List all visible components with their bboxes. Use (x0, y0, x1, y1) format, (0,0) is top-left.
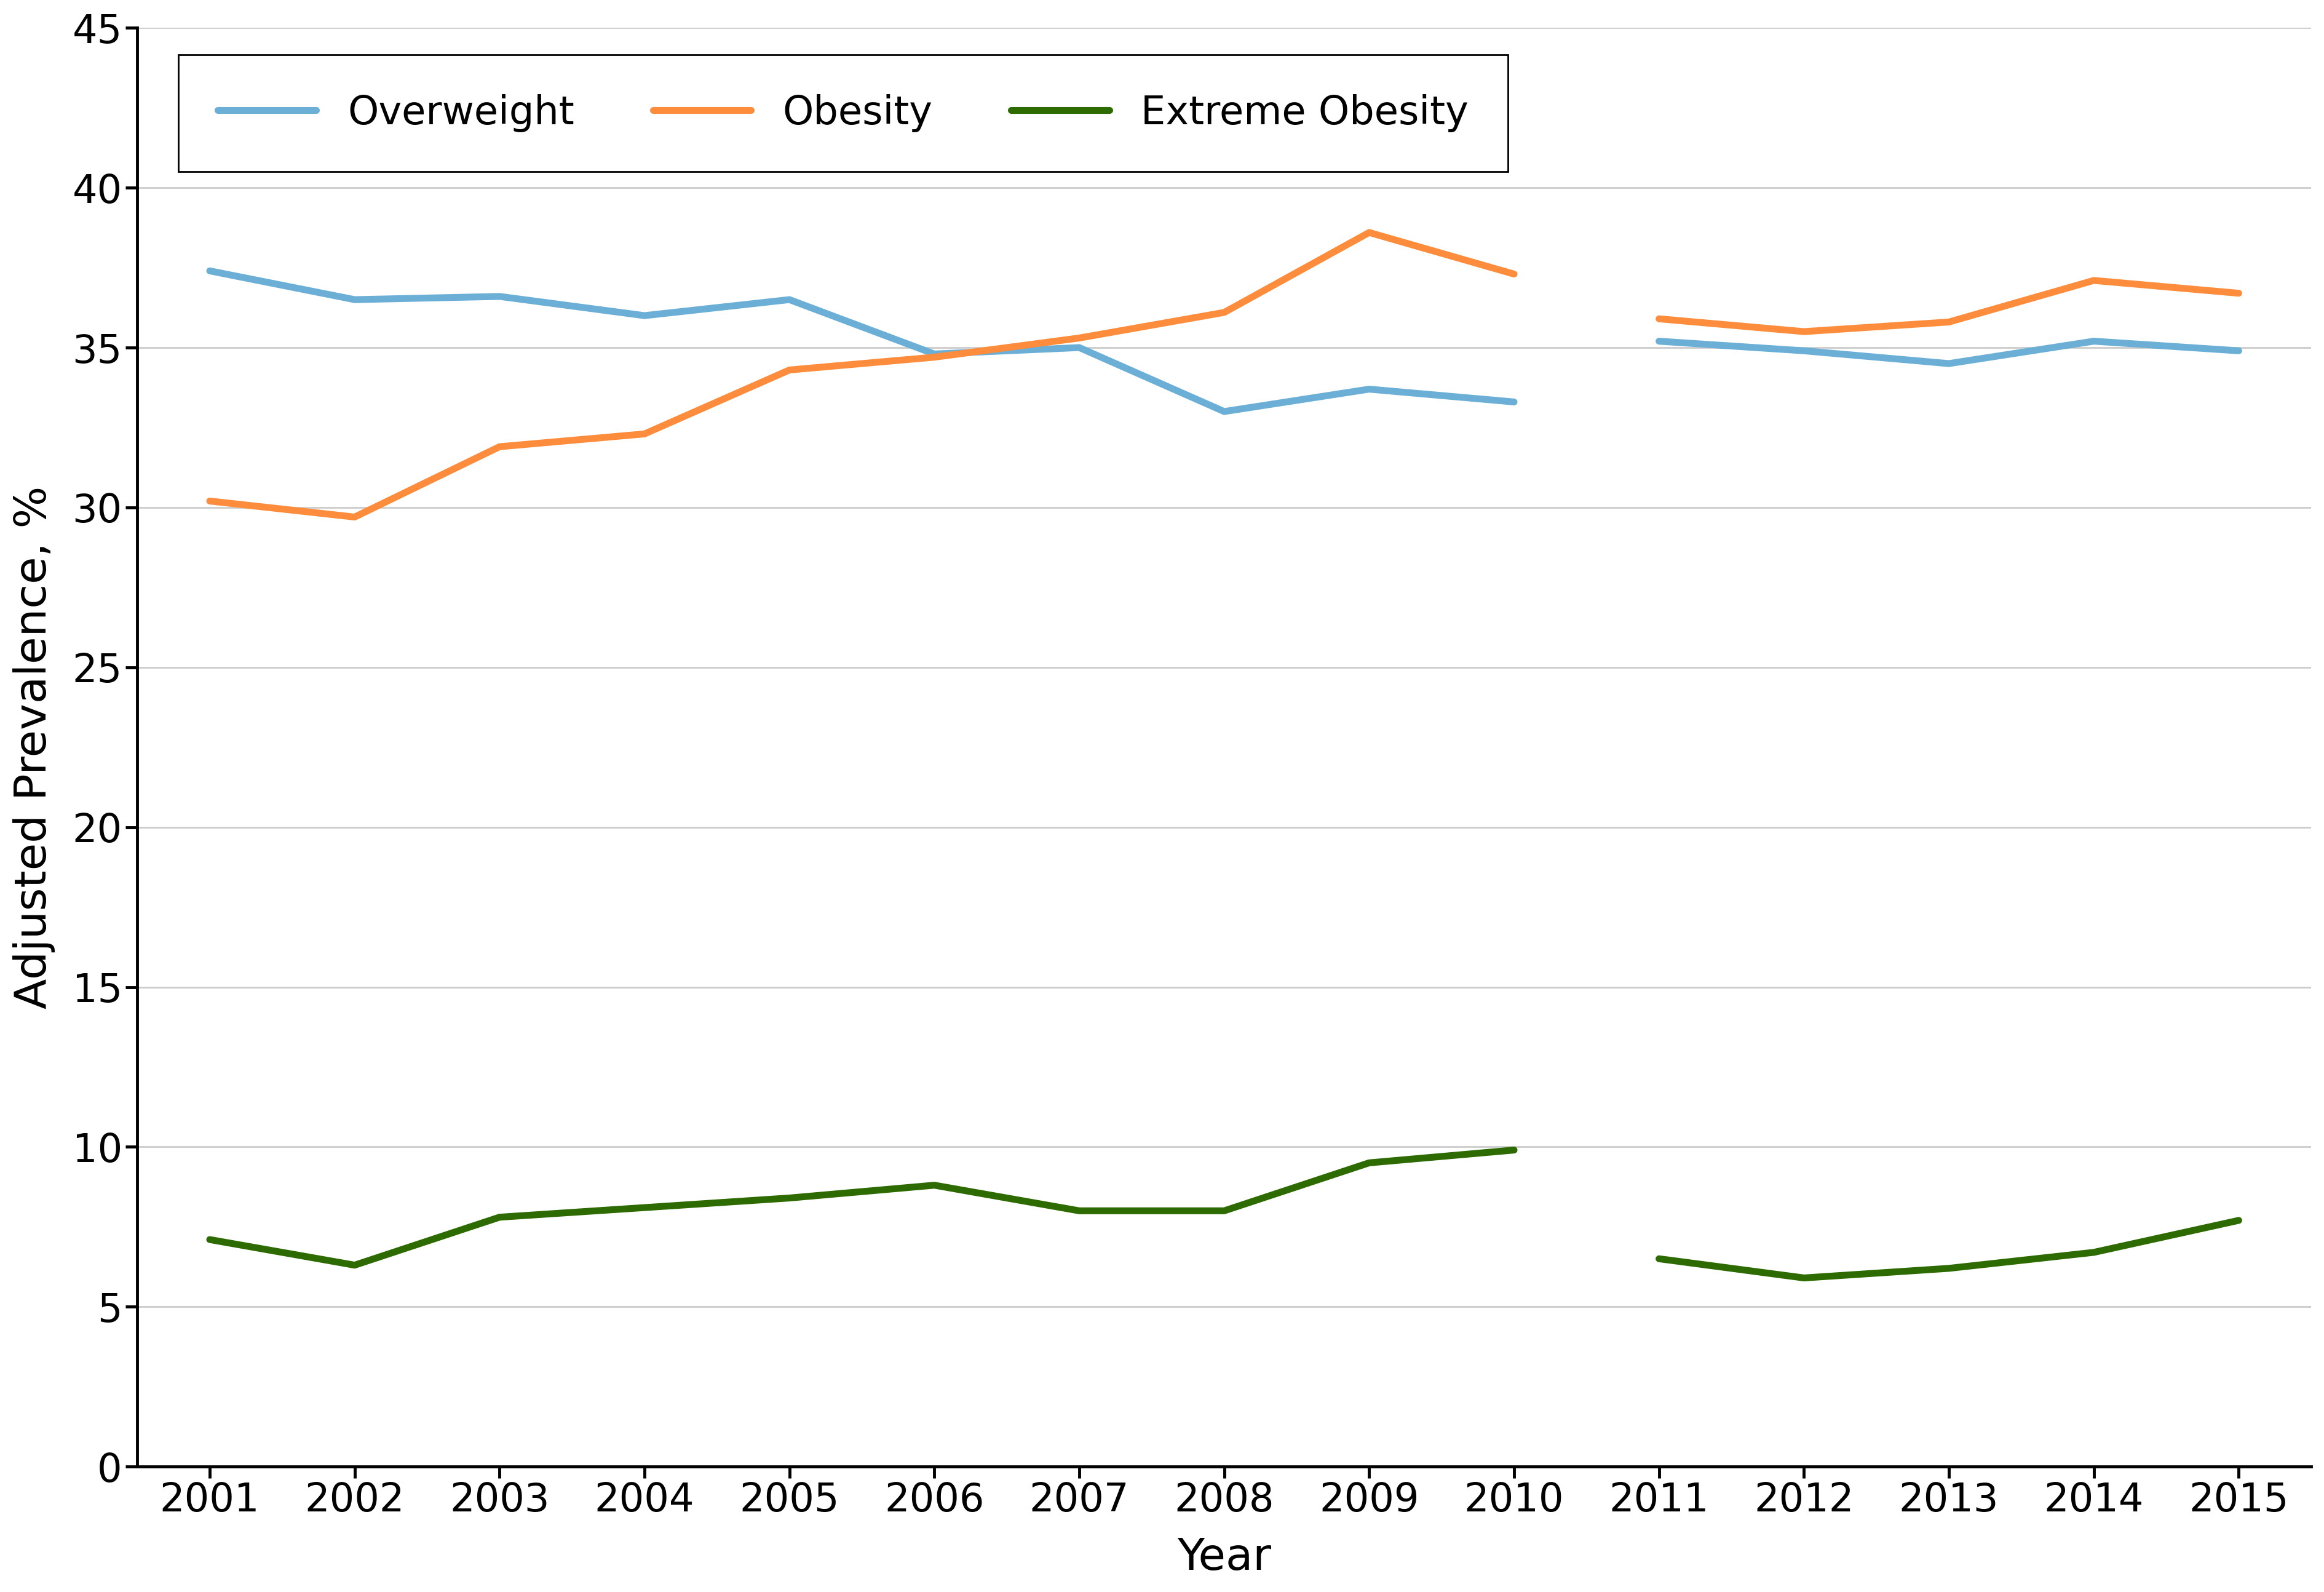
Line: Overweight: Overweight (209, 271, 1513, 412)
Obesity (195, 492, 223, 511)
Legend: Overweight, Obesity, Extreme Obesity: Overweight, Obesity, Extreme Obesity (179, 54, 1508, 172)
Extreme Obesity (195, 1231, 223, 1250)
Overweight (630, 306, 658, 325)
Obesity (1499, 264, 1527, 283)
Overweight (486, 287, 514, 306)
Overweight (1355, 379, 1383, 398)
Extreme Obesity (1499, 1140, 1527, 1159)
X-axis label: Year: Year (1178, 1536, 1271, 1579)
Obesity (630, 425, 658, 444)
Overweight (920, 344, 948, 363)
Obesity (486, 438, 514, 457)
Overweight (776, 290, 804, 309)
Extreme Obesity (486, 1208, 514, 1227)
Line: Obesity: Obesity (209, 232, 1513, 517)
Obesity (342, 508, 370, 527)
Obesity (920, 347, 948, 366)
Overweight (1499, 392, 1527, 411)
Extreme Obesity (1211, 1202, 1239, 1221)
Extreme Obesity (920, 1175, 948, 1194)
Overweight (342, 290, 370, 309)
Overweight (195, 261, 223, 280)
Obesity (1064, 328, 1092, 347)
Obesity (1211, 302, 1239, 322)
Extreme Obesity (342, 1256, 370, 1275)
Extreme Obesity (1064, 1202, 1092, 1221)
Y-axis label: Adjusted Prevalence, %: Adjusted Prevalence, % (14, 486, 56, 1009)
Overweight (1211, 403, 1239, 422)
Extreme Obesity (630, 1199, 658, 1218)
Overweight (1064, 338, 1092, 357)
Obesity (1355, 223, 1383, 242)
Obesity (776, 360, 804, 379)
Extreme Obesity (1355, 1153, 1383, 1172)
Extreme Obesity (776, 1189, 804, 1208)
Line: Extreme Obesity: Extreme Obesity (209, 1149, 1513, 1266)
